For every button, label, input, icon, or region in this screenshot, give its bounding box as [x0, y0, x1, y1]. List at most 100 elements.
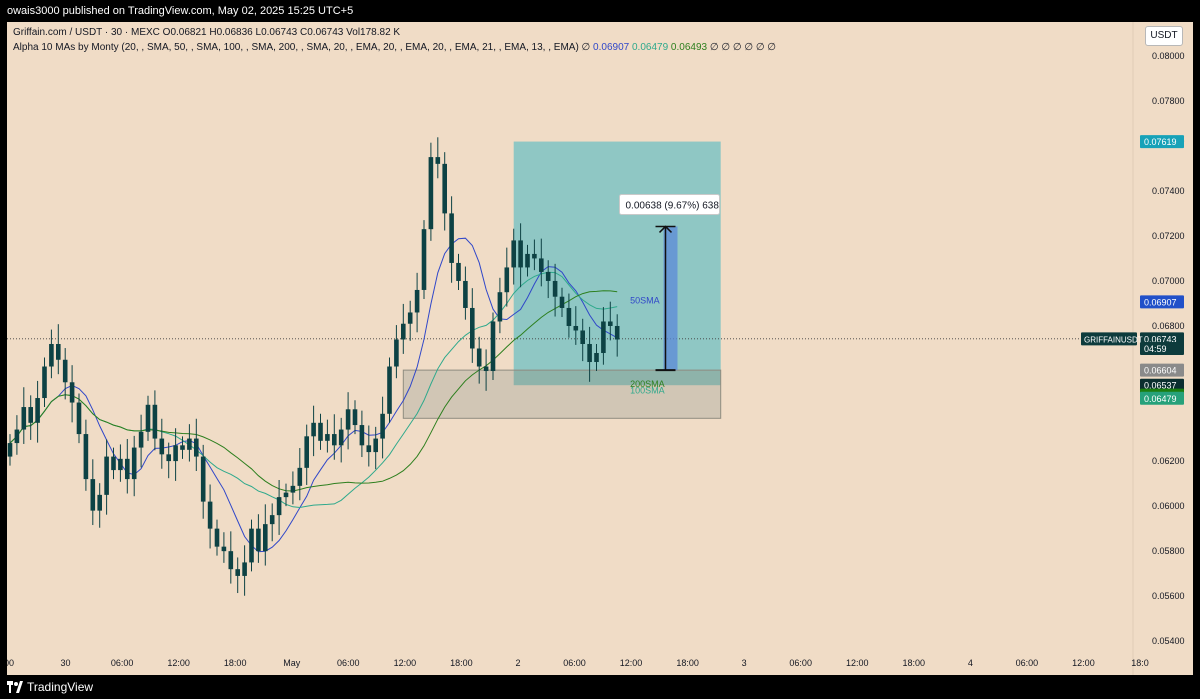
footer-brand[interactable]: TradingView: [27, 680, 94, 694]
candle-body: [332, 434, 337, 446]
candle-body: [401, 323, 406, 340]
candles: [7, 137, 620, 596]
x-tick-label: 06:00: [1016, 658, 1039, 668]
candle-body: [56, 343, 61, 360]
price-tag-label: 0.06604: [1144, 366, 1177, 376]
sma100-label: 100SMA: [630, 386, 665, 396]
candle-body: [138, 431, 144, 448]
candle-body: [235, 569, 240, 576]
candle-body: [614, 325, 620, 340]
x-tick-label: 12:00: [1072, 658, 1095, 668]
candle-body: [545, 271, 551, 281]
candle-body: [97, 494, 102, 511]
price-tag-label: 0.06479: [1144, 394, 1177, 404]
x-tick-label: 12:00: [167, 658, 190, 668]
candle-body: [83, 434, 89, 480]
tradingview-logo-icon[interactable]: [7, 680, 23, 694]
symbol-legend[interactable]: Griffain.com / USDT · 30 · MEXC O0.06821…: [13, 27, 401, 38]
candle-body: [456, 262, 461, 281]
candle-body: [380, 413, 385, 439]
candle-body: [276, 497, 282, 516]
price-chart[interactable]: 0.08000 0.07800 0.07619 0.07400 0.07200 0.070…: [7, 22, 1193, 675]
candle-body: [311, 422, 316, 437]
moving-averages: [9, 237, 618, 553]
candle-body: [345, 409, 351, 430]
candle-body: [35, 398, 40, 423]
measure-bar[interactable]: [663, 226, 678, 371]
x-tick-label: 18:0: [1131, 658, 1149, 668]
candle-body: [228, 551, 234, 570]
candle-body: [111, 456, 116, 471]
candle-body: [214, 528, 220, 547]
chart-area[interactable]: 0.08000 0.07800 0.07619 0.07400 0.07200 0.070…: [7, 22, 1193, 675]
candle-body: [359, 425, 365, 446]
candle-body: [28, 407, 33, 423]
candle-body: [90, 479, 96, 511]
candle-body: [476, 348, 482, 367]
x-tick-label: 18:00: [224, 658, 247, 668]
publisher-bar: owais3000 published on TradingView.com, …: [0, 0, 1200, 22]
price-tag-label: 04:59: [1144, 344, 1167, 354]
measure-label: 0.00638 (9.67%) 638: [626, 200, 720, 211]
x-tick-label: 18:00: [903, 658, 926, 668]
candle-body: [573, 325, 579, 331]
currency-button[interactable]: USDT: [1145, 26, 1183, 46]
candle-body: [256, 528, 261, 552]
x-tick-label: 18:00: [676, 658, 699, 668]
candle-body: [338, 429, 344, 446]
candle-body: [421, 229, 427, 290]
y-tick-label: 0.07800: [1152, 96, 1185, 106]
candle-body: [325, 434, 330, 441]
candle-body: [104, 456, 109, 495]
candle-body: [249, 528, 254, 563]
indicator-legend[interactable]: Alpha 10 MAs by Monty (20, , SMA, 50, , …: [13, 42, 776, 53]
y-tick-label: 0.06200: [1152, 456, 1185, 466]
candle-body: [14, 429, 20, 444]
candle-body: [366, 445, 372, 453]
price-tag-label: 0.07619: [1144, 137, 1177, 147]
sma50-line: [9, 237, 618, 553]
y-tick-label: 0.05600: [1152, 591, 1185, 601]
candle-body: [242, 562, 247, 576]
candle-body: [118, 458, 123, 471]
support-zone[interactable]: [402, 369, 722, 419]
candle-body: [352, 409, 358, 426]
candle-body: [463, 280, 468, 308]
candle-body: [511, 240, 516, 268]
candle-body: [387, 366, 392, 414]
x-tick-label: 18:00: [450, 658, 473, 668]
x-tick-label: 00: [7, 658, 14, 668]
sma200-label: 200SMA: [630, 379, 665, 389]
indicator-name: Alpha 10 MAs by Monty (20, , SMA, 50, , …: [13, 42, 591, 53]
candle-body: [207, 501, 213, 529]
candle-body: [76, 402, 82, 435]
x-tick-label: 4: [968, 658, 973, 668]
candle-body: [442, 163, 447, 214]
price-tag: [1140, 295, 1184, 309]
x-tick-label: 06:00: [563, 658, 586, 668]
candle-body: [159, 438, 165, 455]
x-tick-label: 30: [61, 658, 71, 668]
y-tick-label: 0.06000: [1152, 501, 1185, 511]
candle-body: [559, 296, 565, 308]
price-tag: [1140, 342, 1184, 355]
y-tick-label: 0.06800: [1152, 321, 1185, 331]
candle-body: [608, 321, 613, 326]
ma-value-1: 0.06907: [593, 42, 630, 53]
candle-body: [7, 443, 13, 457]
price-tag: [1140, 378, 1184, 392]
candle-body: [69, 382, 75, 403]
candle-body: [483, 366, 489, 372]
sma50-label: 50SMA: [630, 295, 660, 305]
x-tick-label: 2: [515, 658, 520, 668]
y-tick-label: 0.07000: [1152, 276, 1185, 286]
x-tick-label: 06:00: [337, 658, 360, 668]
price-tag-label: 0.06743: [1144, 334, 1177, 344]
ma-value-rest: ∅ ∅ ∅ ∅ ∅ ∅: [709, 42, 777, 53]
y-tick-label: 0.05400: [1152, 636, 1185, 646]
candle-body: [414, 289, 420, 313]
candle-body: [580, 330, 585, 344]
x-tick-label: 06:00: [111, 658, 134, 668]
measure-label-box[interactable]: 0.00638 (9.67%) 638: [619, 193, 720, 215]
candle-body: [532, 253, 537, 259]
